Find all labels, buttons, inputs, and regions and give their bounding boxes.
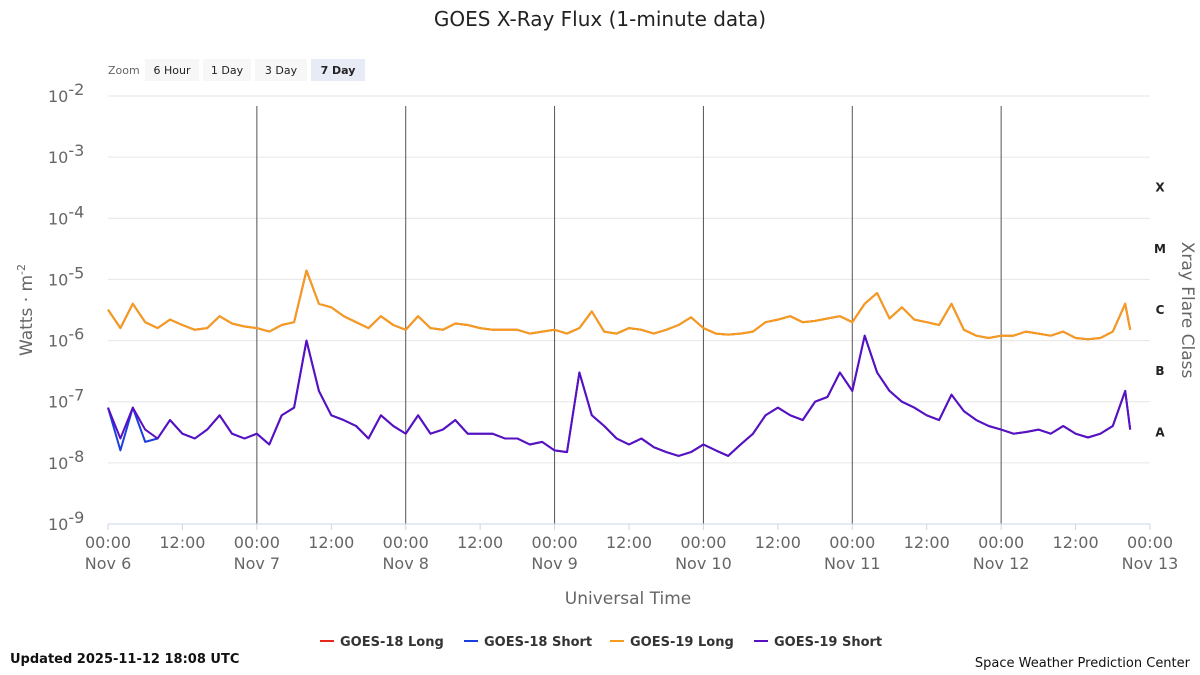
x-tick-time: 12:00 xyxy=(606,533,652,552)
zoom-button-bg[interactable] xyxy=(311,59,365,81)
x-tick-time: 12:00 xyxy=(755,533,801,552)
y-axis-title-sup: -2 xyxy=(15,264,28,275)
y-axis: 10-2 10-3 10-4 10-5 10-6 10-7 10-8 10-9 xyxy=(48,80,84,534)
y-tick-label: 10-6 xyxy=(48,325,84,351)
x-tick-time: 12:00 xyxy=(1053,533,1099,552)
legend-item[interactable]: GOES-19 Short xyxy=(754,635,882,650)
x-axis: 00:00 Nov 6 12:00 00:00 Nov 7 12:00 00:00 Nov 8… xyxy=(85,523,1179,573)
x-tick-time: 00:00 xyxy=(234,533,280,552)
flare-class-a: A xyxy=(1155,425,1165,439)
zoom-button-bg[interactable] xyxy=(145,59,199,81)
zoom-button-6-hour[interactable]: 6 Hour xyxy=(145,59,199,81)
right-axis-title: Xray Flare Class xyxy=(1177,242,1197,379)
legend-label[interactable]: GOES-18 Short xyxy=(484,635,592,650)
x-tick-time: 00:00 xyxy=(383,533,429,552)
x-tick-time: 12:00 xyxy=(159,533,205,552)
series-group xyxy=(107,269,1132,457)
legend-item[interactable]: GOES-19 Long xyxy=(610,635,734,650)
zoom-button-bg[interactable] xyxy=(255,59,307,81)
zoom-label: Zoom xyxy=(108,64,140,77)
y-tick-label: 10-8 xyxy=(48,447,84,473)
zoom-button-1-day[interactable]: 1 Day xyxy=(203,59,251,81)
zoom-button-7-day[interactable]: 7 Day xyxy=(311,59,365,81)
zoom-button-3-day[interactable]: 3 Day xyxy=(255,59,307,81)
plot-area xyxy=(108,96,1150,524)
x-tick-date: Nov 6 xyxy=(85,554,132,573)
legend-label[interactable]: GOES-19 Long xyxy=(630,635,734,650)
x-tick-date: Nov 13 xyxy=(1122,554,1179,573)
flare-class-c: C xyxy=(1156,303,1165,317)
updated-timestamp: Updated 2025-11-12 18:08 UTC xyxy=(10,652,240,667)
x-tick-time: 12:00 xyxy=(308,533,354,552)
x-tick-date: Nov 11 xyxy=(824,554,881,573)
flare-class-b: B xyxy=(1155,364,1164,378)
x-tick-date: Nov 10 xyxy=(675,554,732,573)
legend: GOES-18 Long GOES-18 Short GOES-19 Long GOE… xyxy=(320,635,882,650)
grid xyxy=(108,95,1150,525)
legend-item[interactable]: GOES-18 Long xyxy=(320,635,444,650)
series-line-goes-19-long xyxy=(107,269,1132,341)
y-tick-label: 10-5 xyxy=(48,263,84,289)
zoom-button-label[interactable]: 7 Day xyxy=(321,64,356,77)
legend-label[interactable]: GOES-18 Long xyxy=(340,635,444,650)
y-tick-label: 10-4 xyxy=(48,202,84,228)
y-tick-label: 10-7 xyxy=(48,386,84,412)
y-tick-label: 10-9 xyxy=(48,508,84,534)
x-tick-time: 12:00 xyxy=(904,533,950,552)
zoom-selector: Zoom 6 Hour 1 Day 3 Day 7 Day xyxy=(108,59,365,81)
x-tick-time: 00:00 xyxy=(829,533,875,552)
x-tick-time: 00:00 xyxy=(978,533,1024,552)
x-axis-title: Universal Time xyxy=(565,589,691,609)
zoom-button-label[interactable]: 1 Day xyxy=(211,64,244,77)
x-tick-time: 00:00 xyxy=(680,533,726,552)
x-tick-time: 00:00 xyxy=(1127,533,1173,552)
zoom-button-bg[interactable] xyxy=(203,59,251,81)
credit-text: Space Weather Prediction Center xyxy=(974,656,1190,671)
x-tick-date: Nov 9 xyxy=(531,554,578,573)
y-axis-title: Watts · m-2 xyxy=(15,264,37,356)
x-tick-time: 12:00 xyxy=(457,533,503,552)
legend-label[interactable]: GOES-19 Short xyxy=(774,635,882,650)
flare-class-m: M xyxy=(1154,242,1166,256)
series-line-goes-19-short xyxy=(107,334,1132,457)
x-tick-date: Nov 7 xyxy=(234,554,281,573)
x-tick-time: 00:00 xyxy=(85,533,131,552)
legend-item[interactable]: GOES-18 Short xyxy=(464,635,592,650)
zoom-button-label[interactable]: 3 Day xyxy=(265,64,298,77)
x-tick-date: Nov 12 xyxy=(973,554,1030,573)
zoom-button-label[interactable]: 6 Hour xyxy=(154,64,191,77)
x-tick-date: Nov 8 xyxy=(382,554,429,573)
flare-class-x: X xyxy=(1155,181,1165,195)
flare-class-axis: X M C B A xyxy=(1154,181,1166,440)
y-axis-title-text: Watts · m xyxy=(17,275,37,356)
x-tick-time: 00:00 xyxy=(532,533,578,552)
y-tick-label: 10-2 xyxy=(48,80,84,106)
chart-title: GOES X-Ray Flux (1-minute data) xyxy=(434,7,766,31)
y-tick-label: 10-3 xyxy=(48,141,84,167)
